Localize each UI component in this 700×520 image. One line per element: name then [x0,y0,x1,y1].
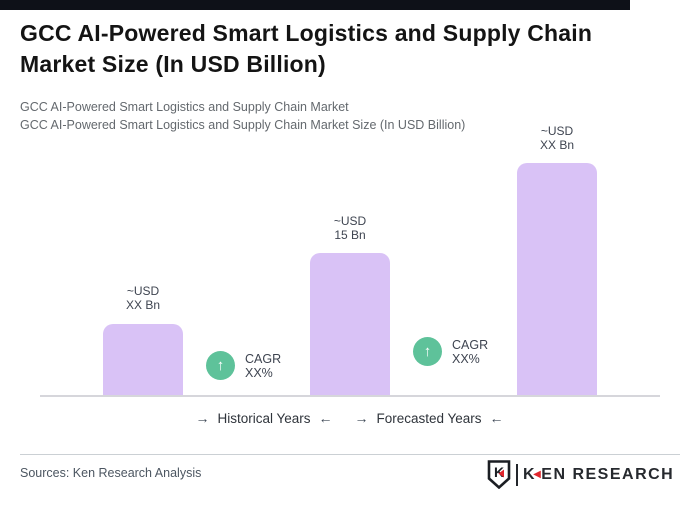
logo-letter-k: K [523,465,537,483]
bar-value-label: ~USD 15 Bn [333,214,367,242]
arrow-right-icon: → [354,410,369,426]
subtitle-line-2: GCC AI-Powered Smart Logistics and Suppl… [20,118,466,132]
legend-label: Forecasted Years [376,410,482,426]
legend-historical-years: → Historical Years ← [195,410,332,426]
logo-red-triangle-icon: ◀ [533,469,543,480]
bar-forecast [517,163,597,395]
ken-research-logo: K K ◀ EN RESEARCH [487,460,674,489]
svg-text:K: K [494,464,504,480]
shield-k-icon: K [487,460,511,489]
arrow-left-icon: ← [318,410,333,426]
logo-separator [516,463,518,486]
legend-label: Historical Years [217,410,311,426]
top-accent-bar [0,0,630,10]
bar-base-year [310,253,390,395]
cagr-badge: ↑ CAGR XX% [413,337,488,366]
arrow-left-icon: ← [489,410,504,426]
page-title: GCC AI-Powered Smart Logistics and Suppl… [20,20,593,77]
chart-subtitle: GCC AI-Powered Smart Logistics and Suppl… [20,98,465,134]
legend-forecasted-years: → Forecasted Years ← [354,410,503,426]
cagr-label: CAGR XX% [245,351,282,380]
cagr-label: CAGR XX% [452,337,489,366]
footer-divider [20,454,680,455]
arrow-up-circle-icon: ↑ [206,351,235,380]
sources-text: Sources: Ken Research Analysis [20,466,202,480]
cagr-badge: ↑ CAGR XX% [206,351,281,380]
arrow-right-icon: → [195,410,210,426]
x-axis-baseline [40,395,660,397]
bar-value-label: ~USD XX Bn [125,284,161,312]
bar-value-label: ~USD XX Bn [539,124,575,152]
subtitle-line-1: GCC AI-Powered Smart Logistics and Suppl… [20,100,349,114]
bar-historical [103,324,183,395]
logo-wordmark: K ◀ EN RESEARCH [523,466,674,484]
logo-rest: EN RESEARCH [541,465,675,483]
arrow-up-circle-icon: ↑ [413,337,442,366]
